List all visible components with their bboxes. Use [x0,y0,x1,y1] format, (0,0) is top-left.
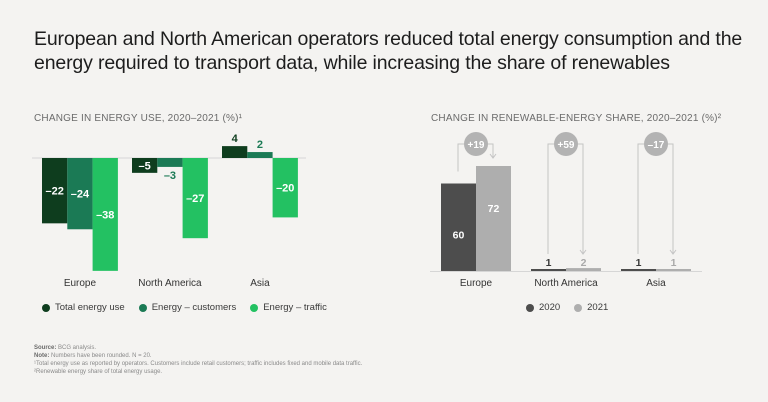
data-label-europe-2021: 72 [488,203,500,215]
legend-label-total: Total energy use [55,302,125,313]
x-tick-label-north-america: North America [534,278,598,289]
bar-north-america-total-energy-use [132,158,158,173]
legend-label-2021: 2021 [587,302,609,313]
bar-europe-2020 [441,183,476,271]
bar-europe-total-energy-use [42,158,68,224]
legend-item-2021: 2021 [574,302,608,313]
x-tick-label-asia: Asia [250,278,270,289]
x-tick-label-europe: Europe [64,278,97,289]
bar-asia-2021 [656,269,691,271]
energy-use-legend: Total energy use Energy – customers Ener… [42,302,341,313]
legend-label-customers: Energy – customers [151,302,237,313]
change-badge-asia [644,132,668,156]
legend-item-customers: Energy – customers [138,302,237,313]
connector-north-america [547,143,584,254]
bar-north-america-energy-customers [157,158,183,167]
data-label-asia-2021: 1 [671,257,677,269]
arrow-down-icon [489,153,497,159]
legend-item-traffic: Energy – traffic [250,302,327,313]
renewable-share-legend: 2020 2021 [526,302,622,313]
data-label-europe-total-energy-use: –22 [45,186,63,198]
footnote-note: Note: Numbers have been rounded. N = 20. [34,352,362,360]
footnotes: Source: BCG analysis. Note: Numbers have… [34,344,362,376]
legend-item-2020: 2020 [526,302,560,313]
data-label-europe-2020: 60 [453,229,465,241]
legend-label-traffic: Energy – traffic [263,302,327,313]
legend-item-total: Total energy use [42,302,125,313]
data-label-europe-energy-customers: –24 [71,189,90,201]
data-label-asia-total-energy-use: 4 [232,133,239,145]
bar-asia-energy-traffic [272,158,298,218]
data-label-north-america-total-energy-use: –5 [139,160,151,172]
data-label-asia-energy-traffic: –20 [276,183,294,195]
bar-europe-energy-customers [67,158,93,230]
data-label-north-america-energy-traffic: –27 [186,193,204,205]
legend-dot-2021 [574,303,583,312]
data-label-asia-energy-customers: 2 [257,139,263,151]
bar-north-america-energy-traffic [182,158,208,239]
bar-asia-2020 [621,269,656,271]
note-label: Note: [34,353,50,359]
source-text: BCG analysis. [56,345,97,351]
source-label: Source: [34,345,57,351]
legend-dot-2020 [526,303,534,312]
data-label-asia-2020: 1 [636,257,642,269]
bar-north-america-2020 [531,269,566,271]
change-label-asia: –17 [648,140,665,151]
bar-north-america-2021 [566,268,601,271]
data-label-north-america-energy-customers: –3 [164,170,176,182]
x-tick-label-asia: Asia [646,278,666,289]
legend-dot-customers [138,303,147,312]
x-tick-label-north-america: North America [138,278,202,289]
footnote-1: ¹Total energy use as reported by operato… [34,361,363,367]
data-label-north-america-2021: 2 [581,257,587,269]
renewable-share-chart-title: CHANGE IN RENEWABLE-ENERGY SHARE, 2020–2… [431,113,722,124]
legend-label-2020: 2020 [539,302,561,313]
energy-use-chart-title: CHANGE IN ENERGY USE, 2020–2021 (%)¹ [34,113,243,124]
legend-dot-traffic [250,303,259,312]
page-title: European and North American operators re… [34,28,743,74]
bar-europe-2021 [476,166,511,271]
note-text: Numbers have been rounded. N = 20. [49,353,152,359]
change-label-north-america: +59 [558,140,575,151]
bar-asia-energy-customers [247,152,273,158]
data-label-north-america-2020: 1 [546,257,552,269]
footnote-source: Source: BCG analysis. [34,344,362,352]
bar-asia-total-energy-use [222,146,248,158]
bar-europe-energy-traffic [92,158,118,271]
change-badge-europe [464,132,488,156]
legend-dot-total [42,303,50,312]
connector-asia [637,143,674,254]
footnote-2: ²Renewable energy share of total energy … [34,369,163,375]
x-tick-label-europe: Europe [460,278,493,289]
data-label-europe-energy-traffic: –38 [96,209,114,221]
change-badge-north-america [554,132,578,156]
change-label-europe: +19 [468,140,485,151]
arrow-down-icon [669,249,677,255]
arrow-down-icon [579,249,587,255]
